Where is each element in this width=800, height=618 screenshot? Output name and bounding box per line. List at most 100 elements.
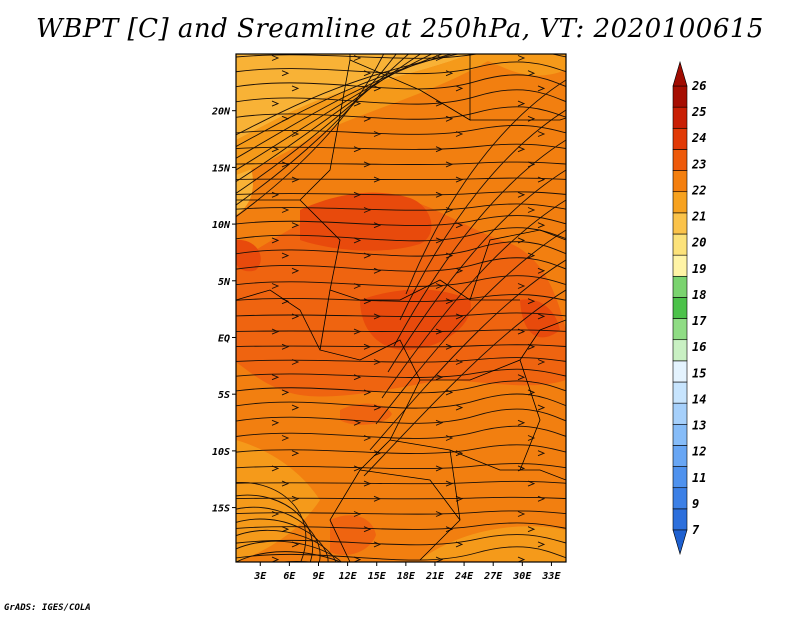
lon-tick-label: 27E [483, 571, 503, 582]
lat-tick-label: 20N [211, 107, 231, 118]
streamline-arrow [373, 313, 382, 320]
border-line [349, 54, 471, 121]
colorbar-swatch [672, 339, 688, 362]
streamline [405, 79, 566, 295]
streamline-arrow [445, 161, 454, 168]
streamline-arrow [455, 495, 464, 502]
streamline-arrow [445, 252, 454, 259]
streamline-arrow [517, 419, 526, 426]
lon-tick-label: 21E [425, 571, 445, 582]
streamline [236, 89, 566, 105]
colorbar-label: 20 [691, 236, 706, 250]
colorbar: 7 9 11 12 13 14 15 16 17 18 19 20 21 22 23 24 25 26 [672, 60, 707, 556]
streamline [236, 54, 410, 194]
colorbar-swatch [672, 170, 688, 193]
colorbar-label: 21 [691, 210, 706, 224]
streamline-arrow [271, 419, 280, 426]
streamline-arrow [271, 100, 280, 107]
streamline [236, 143, 566, 150]
streamline-arrow [445, 343, 454, 350]
streamline-arrow [537, 267, 546, 274]
streamline-arrow [517, 556, 526, 562]
streamline-arrow [435, 556, 444, 562]
streamline-arrow [445, 480, 454, 487]
streamline-arrow [537, 541, 546, 548]
lat-tick-label: 10N [212, 220, 231, 231]
streamline-arrow [373, 404, 382, 411]
streamline-arrow [445, 389, 454, 396]
streamline-arrow [435, 237, 444, 244]
streamline-arrow [445, 526, 454, 533]
streamline [381, 199, 566, 399]
colorbar-label: 23 [691, 157, 706, 171]
streamline-arrow [363, 207, 372, 213]
border-line [359, 469, 461, 521]
streamline-arrow [537, 495, 546, 502]
streamline-arrow [353, 465, 362, 472]
streamline-arrow [435, 191, 444, 198]
lon-tick-label: 33E [541, 571, 561, 582]
streamline-arrow [455, 176, 464, 183]
lon-tick-label: 15E [368, 571, 387, 582]
streamline [236, 312, 566, 317]
streamline [236, 54, 385, 218]
streamline [236, 530, 337, 562]
colorbar-swatch [672, 85, 688, 108]
streamline-arrow [363, 70, 372, 77]
streamline-arrow [353, 237, 362, 244]
colorbar-upper-arrow [672, 60, 688, 87]
colorbar-label: 7 [692, 523, 700, 537]
streamline [236, 463, 566, 470]
colorbar-swatch [672, 466, 688, 489]
streamline-arrow [353, 191, 362, 198]
streamline [236, 480, 566, 485]
streamline-arrow [537, 176, 546, 183]
streamline-arrow [435, 374, 444, 381]
streamline-arrow [537, 131, 546, 137]
streamline-arrow [291, 176, 300, 183]
streamline-arrow [373, 359, 382, 365]
streamline-arrow [271, 55, 280, 61]
streamline-arrow [281, 70, 290, 77]
streamline [236, 54, 397, 206]
streamline-arrow [435, 146, 444, 153]
streamline-arrow [271, 237, 280, 244]
streamline-arrow [271, 556, 280, 562]
streamline-arrow [455, 359, 464, 365]
streamline-arrow [445, 115, 454, 122]
lon-tick-label: 3E [253, 571, 267, 582]
streamline-arrow [537, 85, 546, 92]
streamline-arrow [537, 404, 546, 411]
streamline [236, 408, 566, 424]
lon-tick-label: 6E [283, 571, 296, 582]
streamline-arrow [353, 556, 362, 562]
streamline-arrow [517, 100, 526, 107]
lon-tick-label: 18E [397, 571, 416, 582]
streamline [236, 518, 329, 562]
streamline [236, 191, 566, 196]
streamline-arrow [291, 131, 300, 137]
border-line [236, 54, 351, 201]
border-line [236, 289, 321, 351]
lon-tick-label: 30E [512, 571, 532, 582]
colorbar-swatch [672, 318, 688, 341]
colorbar-label: 26 [691, 79, 706, 93]
colorbar-label: 17 [692, 314, 707, 328]
streamline-arrow [455, 450, 464, 457]
streamline-arrow [353, 511, 362, 517]
streamline-arrow [281, 435, 290, 441]
streamline-arrow [271, 374, 280, 381]
colorbar-swatch [672, 254, 688, 277]
colorbar-label: 14 [692, 392, 706, 406]
streamline-arrow [271, 283, 280, 289]
streamline-arrow [291, 450, 300, 457]
streamline-arrow [291, 85, 300, 92]
streamline-arrow [373, 495, 382, 502]
streamline-arrow [271, 328, 280, 335]
streamline-arrow [373, 176, 382, 183]
streamline [236, 227, 566, 242]
streamline-arrow [363, 526, 372, 533]
streamline-arrow [517, 283, 526, 289]
streamline-arrow [291, 222, 300, 229]
